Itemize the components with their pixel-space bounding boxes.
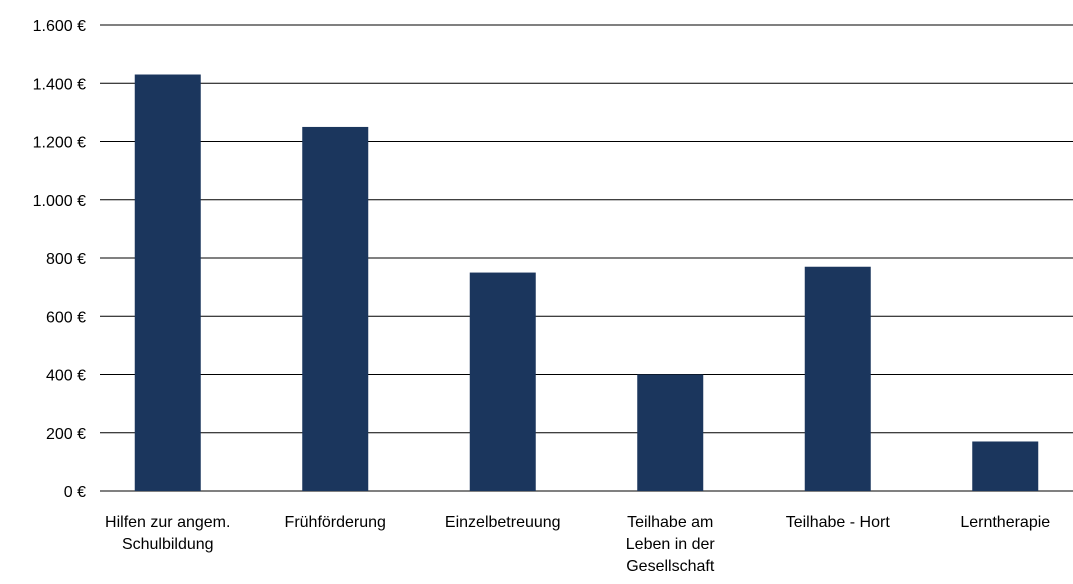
x-tick-label-line: Teilhabe - Hort: [786, 514, 891, 531]
x-tick-label-line: Leben in der: [626, 536, 716, 553]
y-tick-label: 0 €: [64, 484, 86, 501]
y-tick-label: 600 €: [46, 309, 86, 326]
y-tick-label: 400 €: [46, 368, 86, 385]
x-tick-label-line: Teilhabe am: [627, 514, 713, 531]
y-tick-label: 1.400 €: [33, 76, 86, 93]
x-tick-label: Lerntherapie: [960, 514, 1050, 531]
y-tick-label: 1.200 €: [33, 135, 86, 152]
x-tick-label-line: Einzelbetreuung: [445, 514, 561, 531]
x-tick-label: Einzelbetreuung: [445, 514, 561, 531]
bar: [469, 272, 536, 491]
x-tick-label-line: Schulbildung: [122, 536, 214, 553]
bar: [972, 441, 1039, 491]
x-tick-label-line: Frühförderung: [285, 514, 386, 531]
x-tick-label: Frühförderung: [285, 514, 386, 531]
y-tick-label: 200 €: [46, 426, 86, 443]
bar: [134, 74, 201, 491]
bar: [302, 126, 369, 491]
x-tick-label: Teilhabe - Hort: [786, 514, 891, 531]
x-tick-label-line: Hilfen zur angem.: [105, 514, 230, 531]
bar: [804, 266, 871, 491]
y-tick-label: 1.600 €: [33, 18, 86, 35]
x-tick-label: Teilhabe am Leben in der Gesellschaft: [626, 514, 716, 575]
y-tick-label: 1.000 €: [33, 193, 86, 210]
y-tick-label: 800 €: [46, 251, 86, 268]
x-tick-label-line: Lerntherapie: [960, 514, 1050, 531]
x-tick-label: Hilfen zur angem. Schulbildung: [105, 514, 230, 553]
x-tick-label-line: Gesellschaft: [626, 558, 715, 575]
bar: [637, 374, 704, 491]
